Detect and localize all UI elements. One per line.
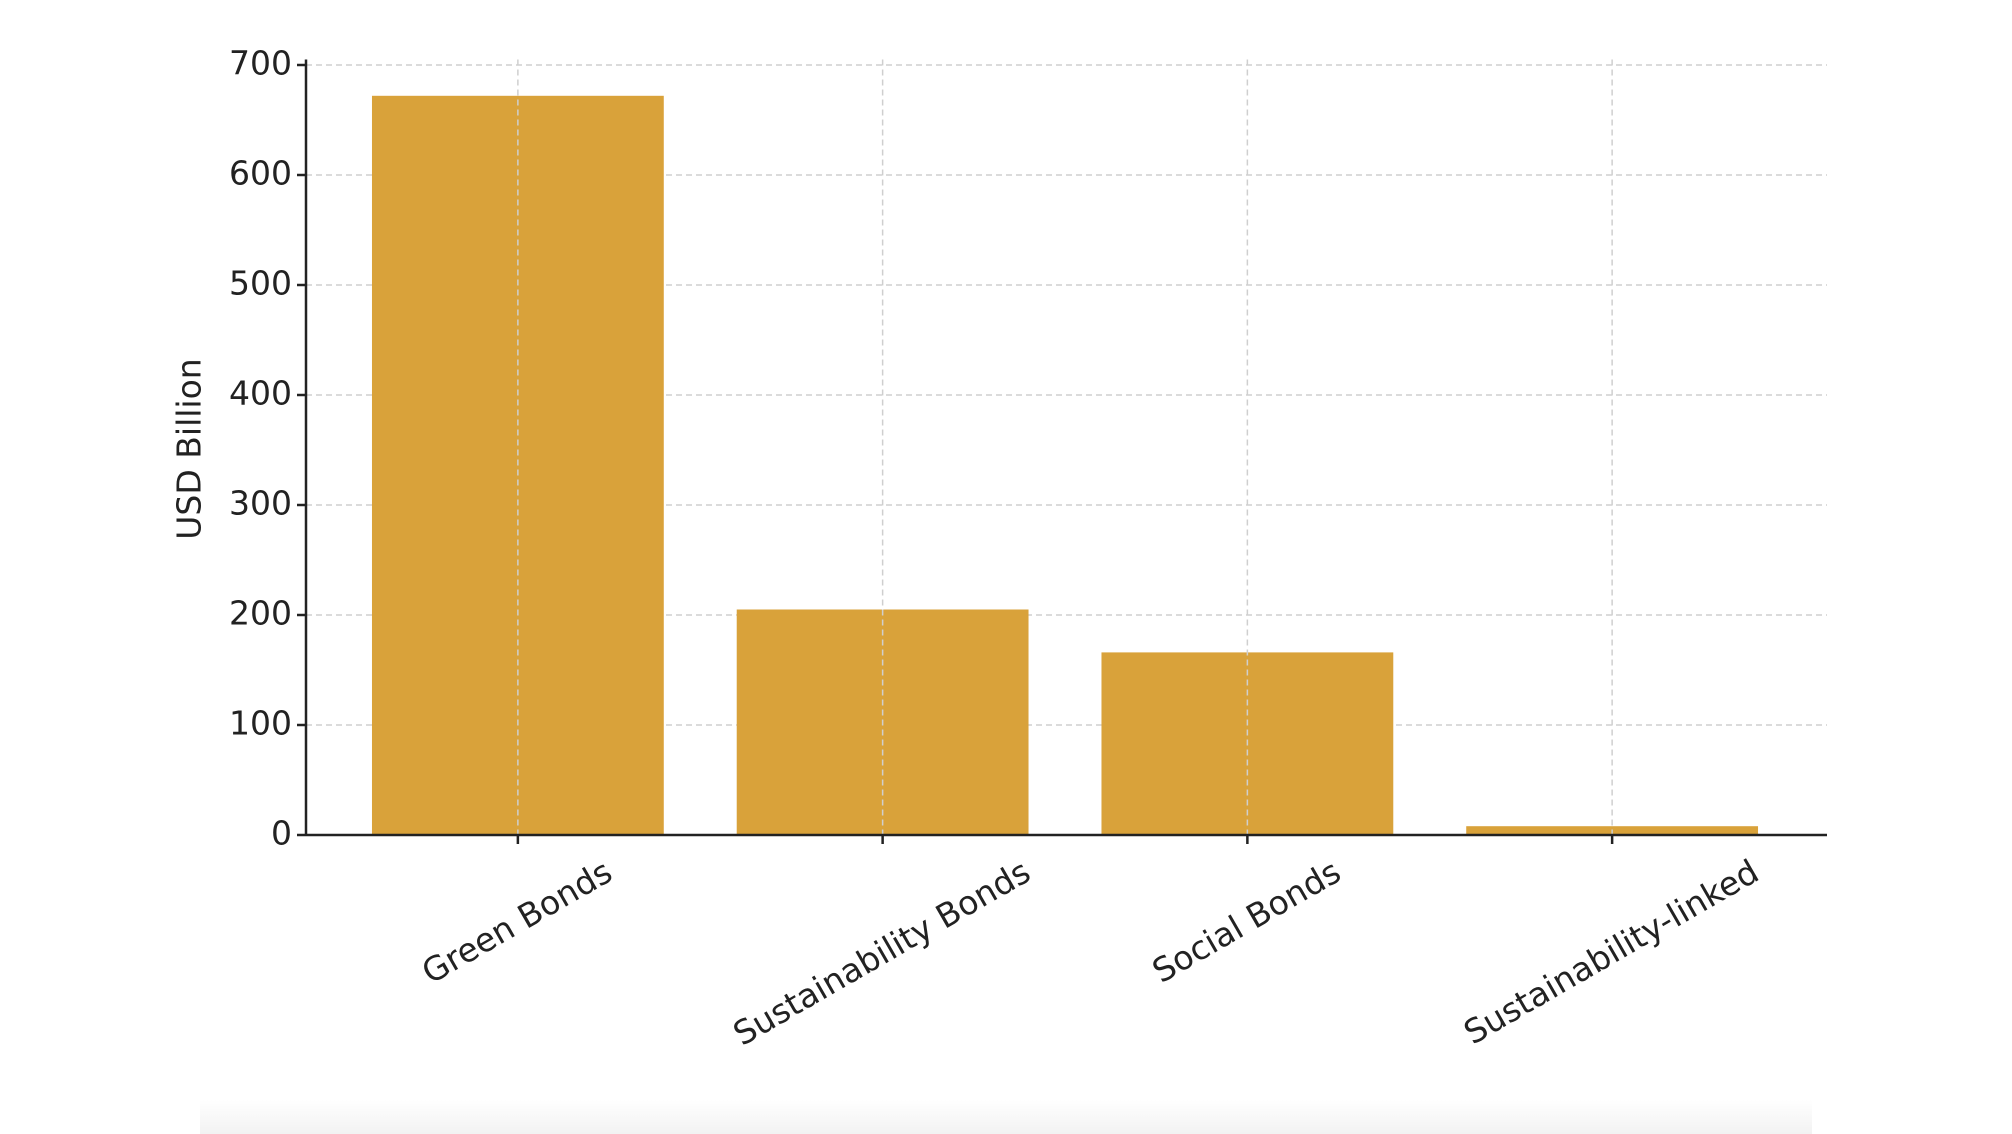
y-tick-label: 200: [229, 594, 292, 633]
x-tick-label: Sustainability-linked: [1457, 852, 1765, 1052]
y-tick-label: 700: [229, 44, 292, 83]
y-tick-label: 400: [229, 374, 292, 413]
y-axis-label: USD Billion: [170, 358, 209, 539]
x-tick-label: Sustainability Bonds: [726, 852, 1036, 1054]
y-tick-label: 600: [229, 154, 292, 193]
y-tick-label: 0: [271, 814, 292, 853]
x-tick-label: Social Bonds: [1146, 852, 1348, 991]
y-tick-label: 500: [229, 264, 292, 303]
y-tick-label: 100: [229, 704, 292, 743]
y-tick-label: 300: [229, 484, 292, 523]
footer-shade: [200, 1100, 1812, 1134]
x-tick-label: Green Bonds: [415, 852, 618, 992]
